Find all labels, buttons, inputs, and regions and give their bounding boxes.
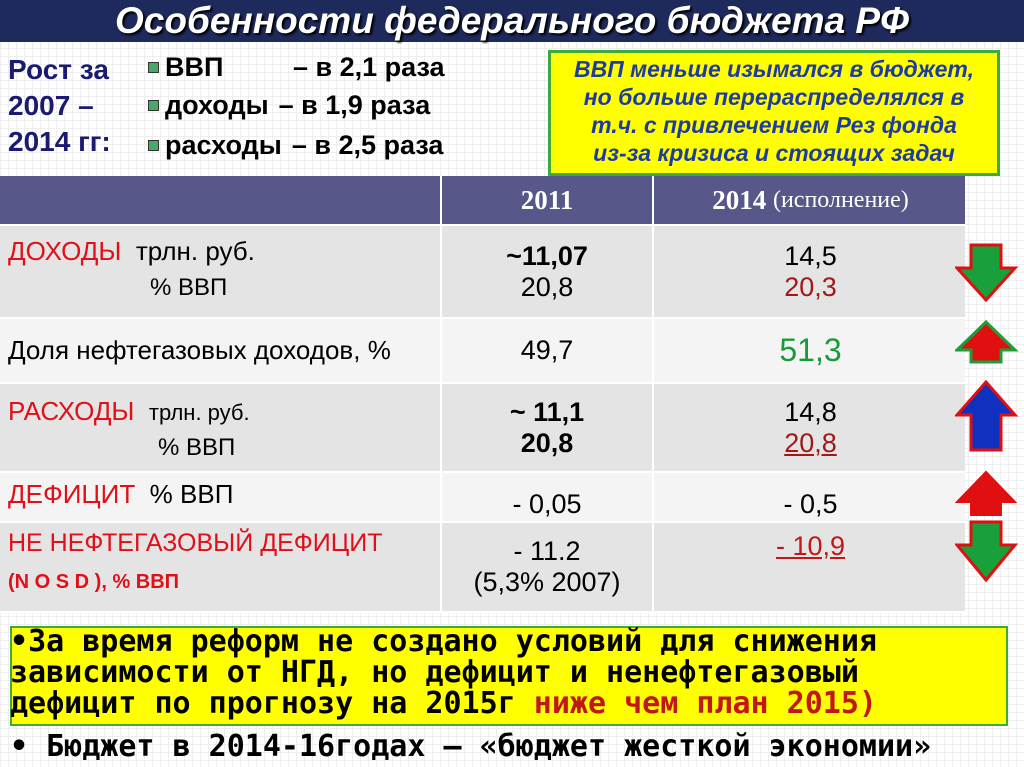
growth-label: 2007 – <box>8 90 94 121</box>
unit: % ВВП <box>158 434 236 461</box>
note-box: ВВП меньше изымался в бюджет, но больше … <box>548 50 1000 176</box>
bullet-highlight: ниже чем план 2015) <box>533 686 877 721</box>
growth-item: расходы – в 2,5 раза <box>148 130 443 161</box>
value: 51,3 <box>779 332 842 368</box>
arrow-down <box>955 520 1019 583</box>
unit: % ВВП <box>149 479 234 509</box>
arrow-down <box>955 243 1019 303</box>
value: - 10,9 <box>775 531 846 561</box>
slide-title: Особенности федерального бюджета РФ <box>0 0 1024 42</box>
arrows <box>955 243 1019 583</box>
cell: - 0,05 <box>440 473 652 521</box>
header-row: 2011 2014 (исполнение) <box>0 176 965 226</box>
value: - 11.2 <box>513 536 581 566</box>
note-line: т.ч. с привлечением Рез фонда <box>591 112 957 138</box>
value: - 0,05 <box>512 488 582 519</box>
value: ~ 11,1 <box>509 396 585 427</box>
growth-name: расходы <box>165 130 282 160</box>
label: ДЕФИЦИТ <box>8 479 136 509</box>
unit: (N O S D ), % ВВП <box>8 571 180 593</box>
cell: - 0,5 <box>652 473 967 521</box>
unit: трлн. руб. <box>135 236 255 266</box>
row-label: ДОХОДЫ трлн. руб. <box>8 236 255 267</box>
cell: 14,8 20,8 <box>652 384 967 471</box>
label: ДОХОДЫ <box>8 236 122 266</box>
growth-rate: – в 2,5 раза <box>291 130 444 160</box>
table-row: ДОХОДЫ трлн. руб. % ВВП ~11,07 20,8 14,5 2… <box>0 226 965 319</box>
growth-item: доходы – в 1,9 раза <box>148 90 430 121</box>
value: 49,7 <box>520 335 574 365</box>
bullet: • Бюджет в 2014-16годах – «бюджет жестко… <box>10 729 932 764</box>
cell: 49,7 <box>440 319 652 382</box>
table-row: ДЕФИЦИТ % ВВП - 0,05 - 0,5 <box>0 473 965 523</box>
value: - 0,5 <box>783 488 838 519</box>
row-label: Доля нефтегазовых доходов, % <box>8 335 391 365</box>
bullet-text: За время реформ не создано условий для с… <box>10 624 877 721</box>
header-year: 2014 <box>712 184 767 215</box>
label: РАСХОДЫ <box>8 396 135 426</box>
row-label: РАСХОДЫ трлн. руб. <box>8 396 250 427</box>
value: 20,8 <box>520 271 574 302</box>
value: 14,5 <box>784 240 837 271</box>
value: 20,3 <box>784 271 837 302</box>
header-note: (исполнение) <box>772 186 909 213</box>
table-row: РАСХОДЫ трлн. руб. % ВВП ~ 11,1 20,8 14,8… <box>0 384 965 473</box>
unit: % ВВП <box>150 274 228 301</box>
note-line: из-за кризиса и стоящих задач <box>593 140 955 166</box>
arrow-up <box>955 319 1019 364</box>
row-label: НЕ НЕФТЕГАЗОВЫЙ ДЕФИЦИТ <box>8 529 383 557</box>
value: 20,8 <box>784 427 837 458</box>
cell: 51,3 <box>652 319 967 382</box>
value: 20,8 <box>520 427 574 458</box>
growth-label: 2014 гг: <box>8 126 111 157</box>
header-cell: 2014 (исполнение) <box>652 176 967 224</box>
growth-name: ВВП <box>165 52 224 82</box>
table-row: НЕ НЕФТЕГАЗОВЫЙ ДЕФИЦИТ (N O S D ), % ВВ… <box>0 523 965 613</box>
growth-rate: – в 2,1 раза <box>293 52 445 82</box>
row-label: ДЕФИЦИТ % ВВП <box>8 479 233 510</box>
cell: 14,5 20,3 <box>652 226 967 317</box>
value: ~11,07 <box>506 240 588 271</box>
growth-label: Рост за <box>8 54 109 85</box>
bullet: •За время реформ не создано условий для … <box>10 624 877 721</box>
arrow-up <box>955 470 1018 516</box>
growth-name: доходы <box>165 90 269 120</box>
cell: ~ 11,1 20,8 <box>440 384 652 471</box>
header-cell: 2011 <box>440 176 652 224</box>
arrow-up <box>955 379 1019 452</box>
note-line: но больше перераспределялся в <box>583 84 965 110</box>
unit: трлн. руб. <box>148 400 250 425</box>
growth-rate: – в 1,9 раза <box>278 90 431 120</box>
value: 14,8 <box>784 396 837 427</box>
cell: ~11,07 20,8 <box>440 226 652 317</box>
bullet-box <box>10 626 1008 726</box>
note-line: ВВП меньше изымался в бюджет, <box>574 56 974 82</box>
growth-item: ВВП – в 2,1 раза <box>148 52 445 83</box>
cell: - 11.2 (5,3% 2007) <box>440 523 652 611</box>
cell: - 10,9 <box>652 523 967 611</box>
value: (5,3% 2007) <box>473 567 621 597</box>
table-row: Доля нефтегазовых доходов, % 49,7 51,3 <box>0 319 965 384</box>
bullet-text: Бюджет в 2014-16годах – «бюджет жесткой … <box>46 729 932 764</box>
